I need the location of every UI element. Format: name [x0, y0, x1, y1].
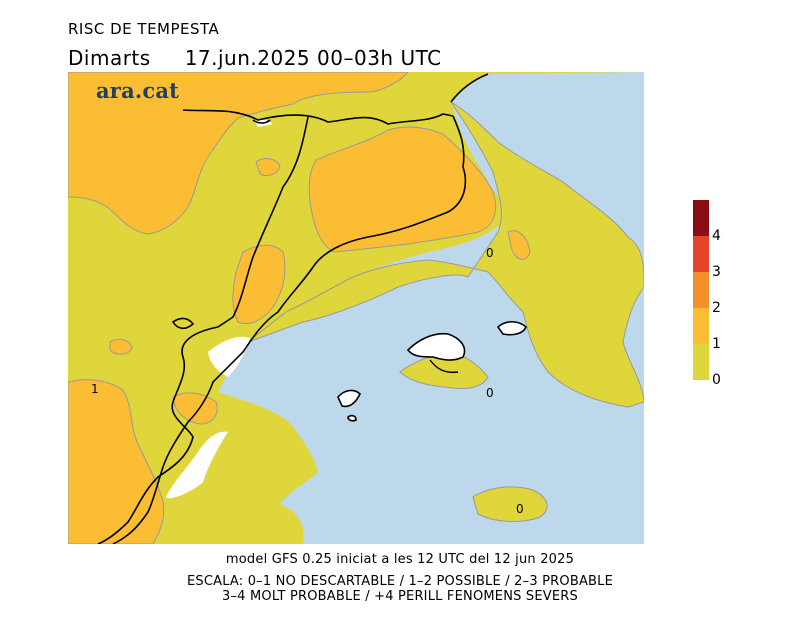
legend-band: [693, 236, 709, 272]
legend-band: [693, 344, 709, 380]
legend-label: 2: [712, 300, 721, 316]
borders: [97, 73, 489, 544]
legend-label: 1: [712, 336, 721, 352]
legend-band: [693, 272, 709, 308]
risk-1-2-zone: [232, 244, 286, 325]
risk-1-2-zone: [172, 392, 218, 425]
risk-1-2-zone: [109, 338, 133, 355]
forecast-day: Dimarts: [68, 46, 151, 70]
scale-description: ESCALA: 0–1 NO DESCARTABLE / 1–2 POSSIBL…: [186, 574, 614, 589]
risk-1-2-zone: [255, 158, 281, 177]
storm-risk-map: [68, 72, 644, 544]
coastal-risk-zone: [247, 101, 644, 408]
map-label-west: 1: [91, 382, 99, 396]
legend-band: [693, 200, 709, 236]
map-label-south: 0: [516, 502, 524, 516]
no-data-area: [208, 336, 250, 377]
legend-label: 0: [712, 372, 721, 388]
legend-band: [693, 308, 709, 344]
map-subtitle: Dimarts 17.jun.2025 00–03h UTC: [68, 46, 476, 70]
mallorca-coast: [429, 359, 459, 374]
legend-color-bar: [693, 200, 709, 380]
south-risk-zone: [472, 486, 548, 522]
forecast-date-time: 17.jun.2025 00–03h UTC: [184, 46, 442, 70]
legend-label: 4: [712, 228, 721, 244]
risk-1-2-zone: [308, 126, 497, 253]
no-data-area: [166, 431, 228, 499]
map-label-gulf: 0: [486, 246, 494, 260]
scale-description-cont: 3–4 MOLT PROBABLE / +4 PERILL FENOMENS S…: [222, 589, 578, 604]
legend-label: 3: [712, 264, 721, 280]
ara-cat-logo[interactable]: ara.cat: [96, 78, 180, 103]
risk-1-2-zone: [507, 230, 531, 260]
risk-1-2-zone: [68, 72, 409, 235]
map-label-mallorca: 0: [486, 386, 494, 400]
model-info: model GFS 0.25 iniciat a les 12 UTC del …: [225, 552, 575, 567]
balearic-islands: [337, 320, 527, 422]
map-title: RISC DE TEMPESTA: [68, 20, 220, 38]
